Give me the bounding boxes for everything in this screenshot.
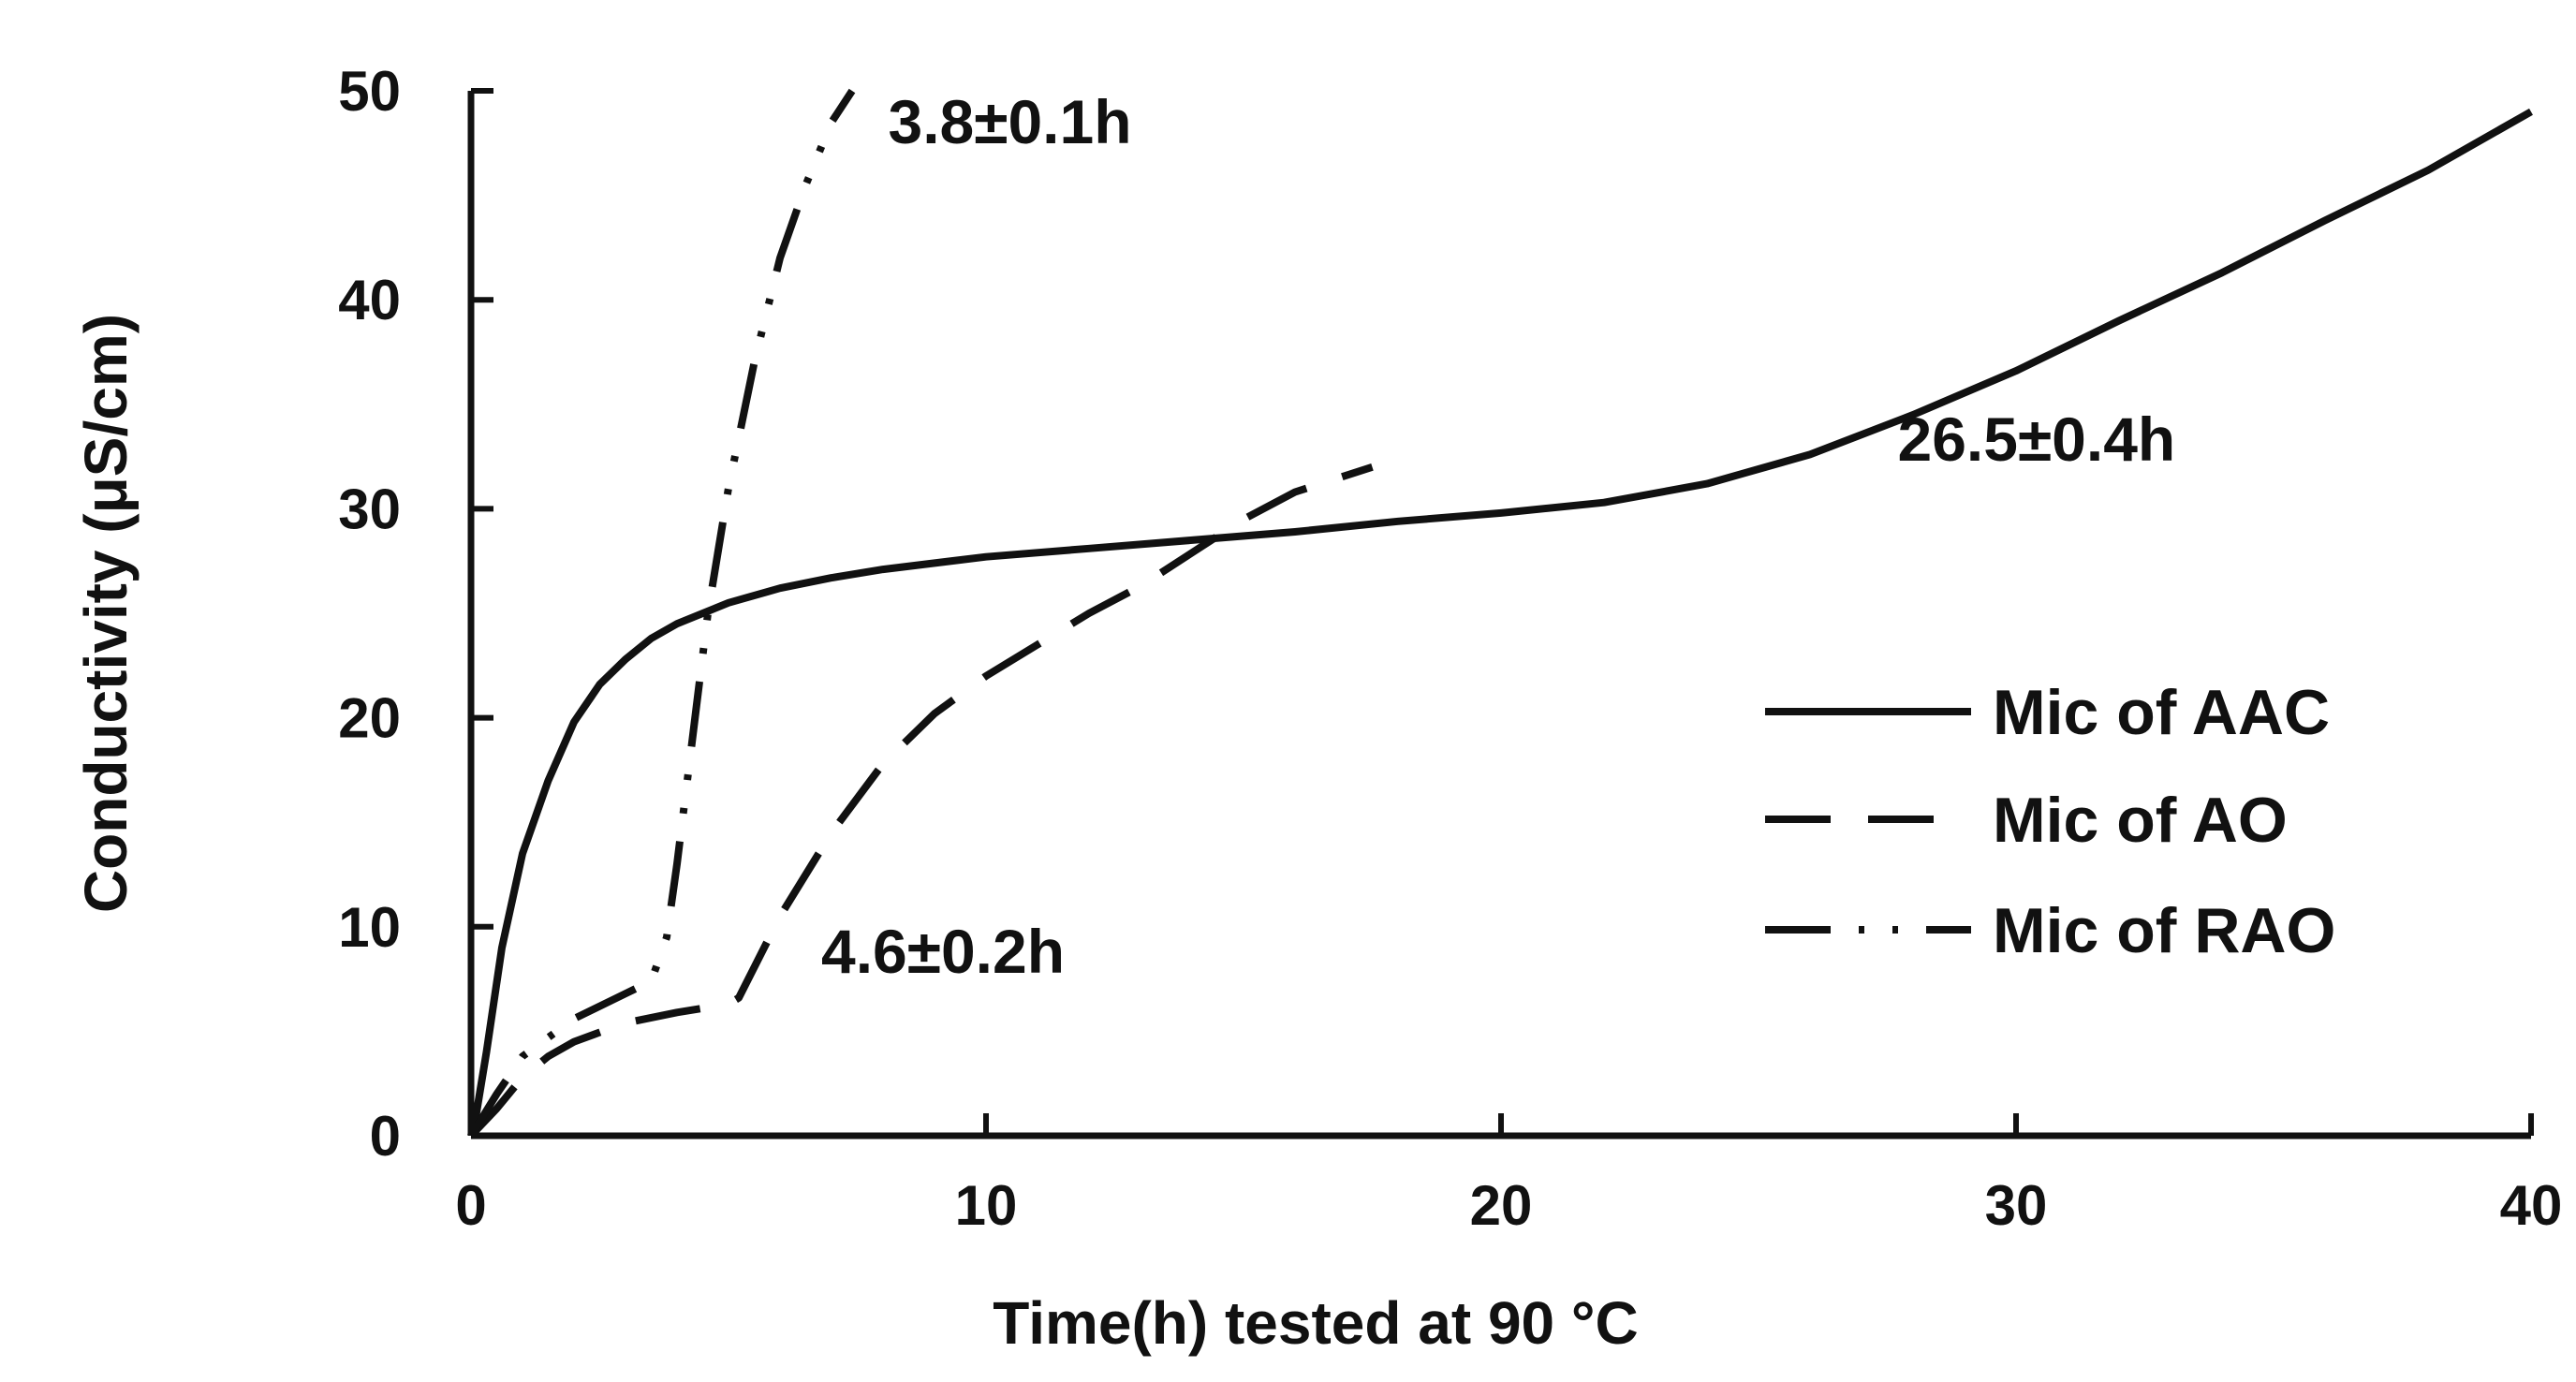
series-line-0 — [467, 108, 2533, 1137]
y-tick-label-1: 10 — [338, 896, 401, 959]
legend-label-1: Mic of AO — [1993, 785, 2288, 856]
annotation-0: 3.8±0.1h — [889, 87, 1132, 156]
annotation-2: 4.6±0.2h — [821, 917, 1065, 986]
x-tick-label-1: 10 — [955, 1174, 1018, 1237]
series-line-2 — [467, 88, 856, 1139]
x-tick-label-4: 40 — [2500, 1174, 2563, 1237]
legend: Mic of AAC Mic of AO Mic of RAO — [1765, 677, 2335, 966]
y-tick-label-3: 30 — [338, 478, 401, 540]
series-line-1 — [468, 463, 1374, 1139]
y-tick-label-4: 40 — [338, 269, 401, 331]
legend-label-0: Mic of AAC — [1993, 677, 2330, 748]
x-axis-label: Time(h) tested at 90 °C — [993, 1289, 1638, 1357]
x-tick-label-2: 20 — [1470, 1174, 1533, 1237]
y-axis-label: Conductivity (μS/cm) — [72, 314, 140, 913]
annotations: 3.8±0.1h 26.5±0.4h 4.6±0.2h — [821, 87, 2175, 986]
y-tick-label-0: 0 — [370, 1105, 401, 1168]
annotation-1: 26.5±0.4h — [1898, 404, 2176, 474]
x-tick-label-3: 30 — [1985, 1174, 2048, 1237]
y-tick-label-2: 20 — [338, 687, 401, 750]
x-tick-label-0: 0 — [455, 1174, 486, 1237]
ticks: 0 10 20 30 40 0 10 20 30 40 50 — [338, 60, 2562, 1237]
plot-lines — [467, 88, 2533, 1139]
legend-label-2: Mic of RAO — [1993, 895, 2335, 966]
y-tick-label-5: 50 — [338, 60, 401, 123]
